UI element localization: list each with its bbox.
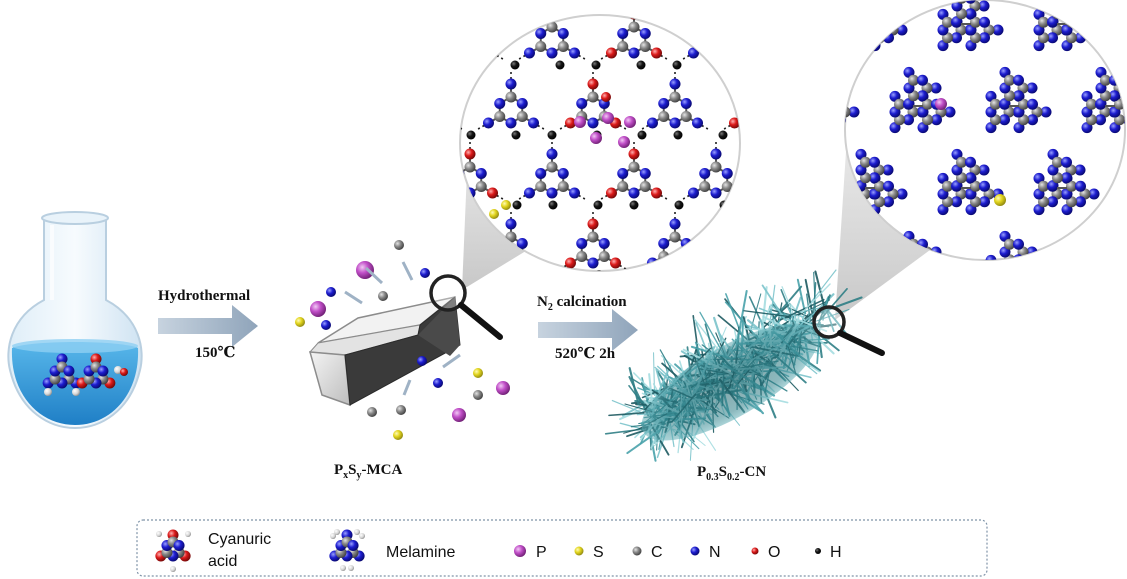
hydrothermal-arrow [158, 305, 258, 347]
legend-o-dot [751, 547, 759, 555]
legend-p-label: P [536, 544, 547, 561]
zoom-circle-cn [844, 0, 1126, 261]
calcination-arrow [538, 309, 638, 351]
legend-cyanuric-label: Cyanuric [208, 531, 271, 548]
legend-n-label: N [709, 544, 721, 561]
mca-rod [308, 296, 461, 407]
hydrothermal-temperature: 150℃ [195, 345, 236, 361]
legend-p-dot [514, 545, 526, 557]
calcination-conditions: 520℃ 2h [555, 346, 616, 362]
zoom-beam-2 [835, 90, 1120, 320]
flask-molecules [42, 353, 128, 396]
legend-h-dot [815, 548, 821, 554]
legend: Cyanuric acid Melamine P S C N O H [136, 519, 988, 577]
magnifier-icon [429, 274, 503, 340]
legend-n-dot [690, 546, 700, 556]
cyanuric-acid-molecule-icon [155, 529, 191, 572]
legend-s-dot [574, 546, 584, 556]
legend-s-label: S [593, 544, 604, 561]
precursor-label: PxSy-MCA [334, 462, 403, 481]
zoom-circle-mca [459, 14, 741, 272]
legend-c-dot [632, 546, 642, 556]
precursor-ions [295, 240, 510, 440]
legend-c-label: C [651, 544, 663, 561]
magnifier-icon [812, 305, 885, 356]
legend-o-label: O [768, 544, 780, 561]
product-label: P0.3S0.2-CN [697, 464, 766, 483]
round-bottom-flask [7, 211, 143, 430]
legend-cyanuric-label-2: acid [208, 553, 237, 570]
legend-melamine-label: Melamine [386, 544, 455, 561]
melamine-molecule-icon [329, 529, 365, 571]
hydrothermal-label: Hydrothermal [158, 288, 250, 304]
legend-h-label: H [830, 544, 842, 561]
calcination-label: N2 calcination [537, 294, 627, 313]
pscn-fibrous-rod [604, 269, 863, 462]
